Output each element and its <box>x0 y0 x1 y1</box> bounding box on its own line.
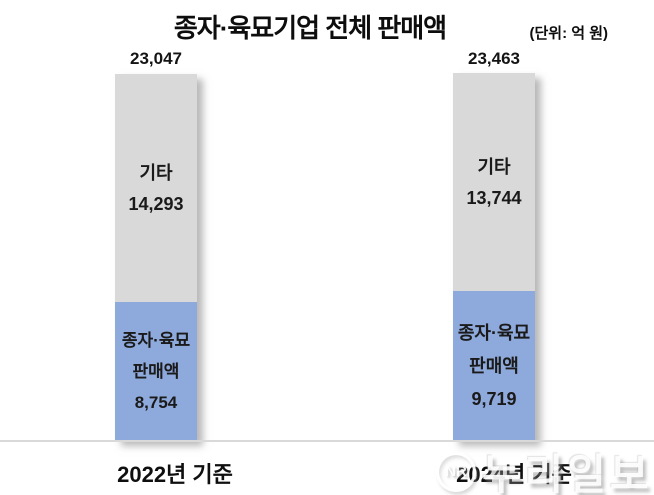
category-label-2022: 2022년 기준 <box>117 462 233 487</box>
segment-seed-label-line2: 판매액 <box>469 356 519 376</box>
chart-title: 종자·육묘기업 전체 판매액 <box>173 13 447 43</box>
segment-seed-value: 8,754 <box>134 393 178 412</box>
total-value-2024: 23,463 <box>468 49 520 68</box>
segment-seed-label-line1: 종자·육묘 <box>121 331 191 350</box>
segment-other-value: 14,293 <box>128 193 184 214</box>
category-label-2024: 2024년 기준 <box>456 462 572 487</box>
segment-seed-2024: 종자·육묘 판매액 9,719 <box>453 291 535 441</box>
segment-seed-label-line1: 종자·육묘 <box>457 323 531 343</box>
segment-seed-label-line2: 판매액 <box>132 362 180 381</box>
segment-seed-value: 9,719 <box>471 389 517 409</box>
total-value-2022: 23,047 <box>130 49 182 68</box>
unit-label: (단위: 억 원) <box>529 25 608 42</box>
axis-baseline <box>0 440 654 442</box>
segment-other-2024: 기타 13,744 <box>453 73 535 291</box>
segment-other-label: 기타 <box>477 156 511 177</box>
segment-other-label: 기타 <box>139 162 173 183</box>
segment-seed-2022: 종자·육묘 판매액 8,754 <box>115 302 197 441</box>
stacked-bar-2022: 기타 14,293 종자·육묘 판매액 8,754 <box>115 74 197 441</box>
segment-other-2022: 기타 14,293 <box>115 74 197 302</box>
stacked-bar-2024: 기타 13,744 종자·육묘 판매액 9,719 <box>453 73 535 441</box>
segment-other-value: 13,744 <box>466 187 522 208</box>
